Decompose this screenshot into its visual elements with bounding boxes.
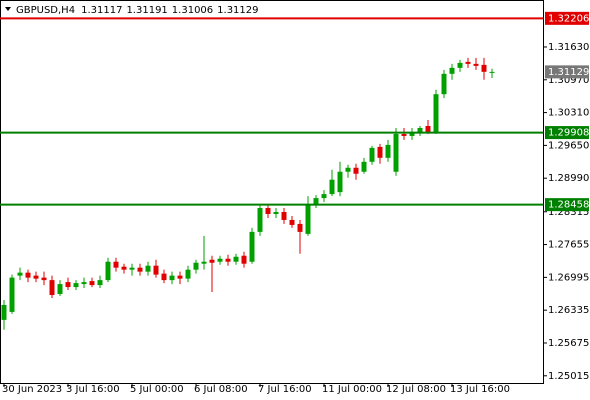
y-tick-label: 1.26995 bbox=[548, 272, 589, 283]
candle-body bbox=[433, 94, 439, 132]
current-price-box bbox=[545, 65, 589, 79]
candle-body bbox=[217, 258, 223, 262]
candle-body bbox=[441, 73, 447, 95]
candle-body bbox=[9, 277, 15, 312]
candle-body bbox=[89, 281, 95, 286]
candle-body bbox=[65, 282, 71, 288]
candle-body bbox=[393, 133, 399, 172]
x-tick-label: 12 Jul 08:00 bbox=[386, 384, 446, 395]
menu-arrow[interactable] bbox=[5, 7, 11, 11]
y-tick-label: 1.25015 bbox=[548, 371, 589, 382]
price-level-box bbox=[545, 198, 589, 212]
candle-body bbox=[489, 71, 495, 73]
candle-body bbox=[313, 198, 319, 205]
candle-body bbox=[145, 265, 151, 272]
candle-body bbox=[305, 204, 311, 234]
price-level-label: 1.32206 bbox=[548, 13, 589, 24]
candle-body bbox=[401, 133, 407, 136]
price-level-label: 1.28458 bbox=[548, 200, 589, 211]
x-tick-label: 3 Jul 16:00 bbox=[66, 384, 120, 395]
candle-body bbox=[81, 282, 87, 285]
x-tick-label: 30 Jun 2023 bbox=[2, 384, 62, 395]
candle-body bbox=[457, 62, 463, 68]
candle-body bbox=[361, 161, 367, 172]
candle-body bbox=[161, 273, 167, 281]
price-level-box bbox=[545, 126, 589, 140]
candle-body bbox=[321, 194, 327, 199]
candle-body bbox=[417, 127, 423, 132]
candle-body bbox=[201, 261, 207, 264]
x-tick-label: 5 Jul 00:00 bbox=[130, 384, 184, 395]
candle-body bbox=[177, 275, 183, 279]
candle-body bbox=[369, 147, 375, 162]
y-tick-label: 1.29650 bbox=[548, 140, 589, 151]
candle-body bbox=[193, 262, 199, 270]
candle-body bbox=[409, 131, 415, 136]
candle-body bbox=[137, 267, 143, 272]
candle-body bbox=[25, 272, 31, 278]
y-tick-label: 1.27655 bbox=[548, 240, 589, 251]
candle-body bbox=[233, 256, 239, 262]
candle-body bbox=[353, 167, 359, 174]
price-level-box bbox=[545, 11, 589, 25]
candle-body bbox=[257, 208, 263, 232]
candle-body bbox=[209, 259, 215, 263]
candle-body bbox=[225, 258, 231, 262]
candle-body bbox=[465, 61, 471, 64]
x-tick-label: 7 Jul 16:00 bbox=[258, 384, 312, 395]
candle-body bbox=[41, 277, 47, 281]
price-level-label: 1.29908 bbox=[548, 128, 589, 139]
candle-body bbox=[241, 255, 247, 264]
candle-body bbox=[105, 261, 111, 281]
candle-body bbox=[73, 283, 79, 288]
candle-body bbox=[97, 280, 103, 286]
candle-body bbox=[33, 275, 39, 279]
candle-body bbox=[337, 171, 343, 193]
y-tick-label: 1.28990 bbox=[548, 173, 589, 184]
candle-body bbox=[113, 261, 119, 268]
x-tick-label: 13 Jul 16:00 bbox=[450, 384, 510, 395]
candle-body bbox=[265, 208, 271, 214]
candle-body bbox=[385, 144, 391, 158]
candle-body bbox=[153, 265, 159, 275]
candle-body bbox=[169, 275, 175, 281]
y-tick-label: 1.31630 bbox=[548, 42, 589, 53]
x-tick-label: 6 Jul 08:00 bbox=[194, 384, 248, 395]
candle-body bbox=[185, 269, 191, 279]
candle-body bbox=[17, 272, 23, 276]
candle-body bbox=[249, 231, 255, 262]
current-price-label: 1.31129 bbox=[548, 67, 589, 78]
candle-body bbox=[345, 167, 351, 172]
candle-body bbox=[449, 67, 455, 74]
candle-body bbox=[1, 304, 7, 320]
y-tick-label: 1.30310 bbox=[548, 108, 589, 119]
candle-body bbox=[281, 212, 287, 220]
candle-body bbox=[425, 126, 431, 132]
candle-body bbox=[329, 179, 335, 195]
candle-body bbox=[49, 280, 55, 296]
candle-body bbox=[129, 267, 135, 270]
candle-body bbox=[121, 266, 127, 270]
y-tick-label: 1.30970 bbox=[548, 75, 589, 86]
candle-body bbox=[273, 212, 279, 214]
candle-body bbox=[377, 146, 383, 158]
x-tick-label: 11 Jul 00:00 bbox=[322, 384, 382, 395]
symbol-header: GBPUSD,H4 1.31117 1.31191 1.31006 1.31129 bbox=[16, 5, 259, 16]
y-tick-label: 1.26335 bbox=[548, 305, 589, 316]
candle-body bbox=[57, 284, 63, 295]
y-tick-label: 1.25675 bbox=[548, 338, 589, 349]
candle-body bbox=[289, 219, 295, 225]
plot-frame bbox=[0, 0, 544, 384]
candle-body bbox=[297, 223, 303, 232]
candle-body bbox=[473, 63, 479, 66]
y-tick-label: 1.28315 bbox=[548, 207, 589, 218]
candle-body bbox=[481, 64, 487, 72]
